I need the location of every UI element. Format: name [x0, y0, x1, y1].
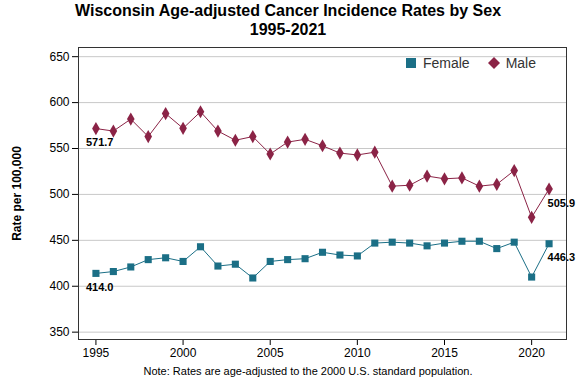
svg-text:2015: 2015 — [431, 346, 458, 360]
svg-text:400: 400 — [49, 279, 69, 293]
html-text:Male: Male — [505, 55, 536, 71]
svg-text:446.3: 446.3 — [548, 251, 576, 263]
svg-text:500: 500 — [49, 187, 69, 201]
svg-text:571.7: 571.7 — [86, 136, 114, 148]
svg-text:414.0: 414.0 — [86, 281, 114, 293]
html-text:Female: Female — [423, 55, 470, 71]
svg-text:1995: 1995 — [83, 346, 110, 360]
svg-text:2005: 2005 — [257, 346, 284, 360]
svg-text:650: 650 — [49, 50, 69, 64]
svg-text:505.9: 505.9 — [548, 197, 576, 209]
svg-text:450: 450 — [49, 233, 69, 247]
html-text:Wisconsin Age-adjusted Cancer: Wisconsin Age-adjusted Cancer Incidence … — [75, 2, 501, 19]
html-text:Note: Rates are age-adjusted t: Note: Rates are age-adjusted to the 2000… — [143, 365, 473, 377]
svg-text:2020: 2020 — [518, 346, 545, 360]
svg-text:600: 600 — [49, 95, 69, 109]
html-text:1995-2021: 1995-2021 — [249, 21, 327, 38]
svg-text:550: 550 — [49, 141, 69, 155]
svg-text:2000: 2000 — [170, 346, 197, 360]
svg-text:Rate per 100,000: Rate per 100,000 — [10, 146, 24, 241]
svg-text:350: 350 — [49, 325, 69, 339]
svg-text:2010: 2010 — [344, 346, 371, 360]
